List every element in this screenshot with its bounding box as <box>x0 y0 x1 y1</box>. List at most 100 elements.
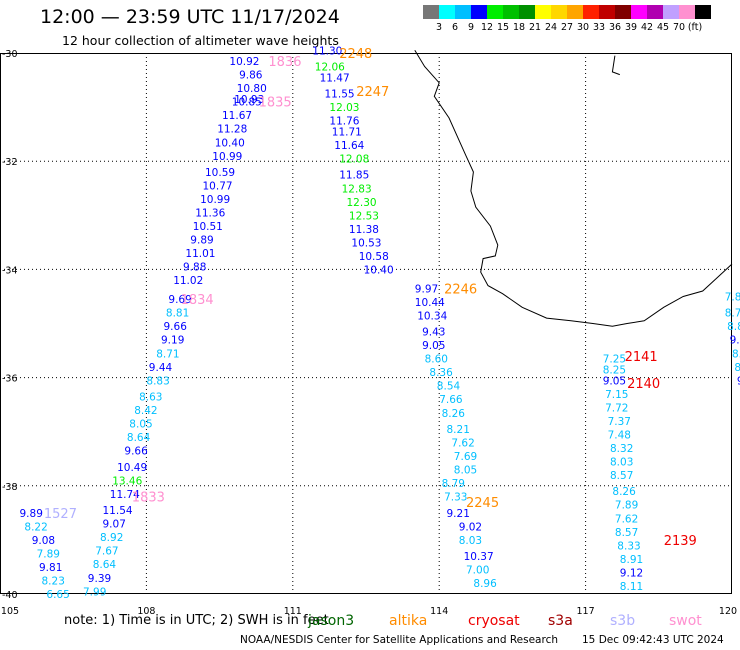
lat-tick-label: -38 <box>2 482 18 493</box>
legend-color-bar <box>423 5 733 19</box>
map-frame <box>0 53 732 594</box>
wave-height-value: 10.58 <box>359 251 389 263</box>
wave-height-value: 10.80 <box>237 83 267 95</box>
wave-height-value: 7.48 <box>608 429 631 441</box>
lat-tick-label: -36 <box>2 374 18 385</box>
wave-height-value: 11.76 <box>329 116 359 128</box>
wave-height-value: 8.64 <box>127 432 151 444</box>
wave-height-legend: 3 6 9 12 15 18 21 24 27 30 33 36 39 42 45 70 (ft) <box>423 5 733 33</box>
wave-height-value: 9.43 <box>422 327 445 339</box>
wave-height-value: 7.67 <box>95 546 118 558</box>
legend-swatch <box>471 5 487 19</box>
wave-height-value: 9.89 <box>190 235 213 247</box>
legend-swatch <box>663 5 679 19</box>
wave-height-value: 8.3 <box>734 362 740 374</box>
pass-label-layer: 2248 2247 2246 2245 1836 1835 1834 1833 1527 2141… <box>44 47 697 549</box>
pass-number-label: 2141 <box>625 350 658 365</box>
lat-tick-label: -40 <box>2 590 18 601</box>
wave-height-value: 8.8 <box>732 348 740 360</box>
legend-label: 45 <box>656 22 670 33</box>
legend-label: 9 <box>467 22 475 33</box>
legend-swatch <box>695 5 711 19</box>
lon-tick-label: 117 <box>577 606 595 617</box>
wave-height-value: 8.76 <box>725 308 740 320</box>
wave-height-value: 8.57 <box>615 527 638 539</box>
wave-height-value: 8.26 <box>612 486 636 498</box>
wave-height-value: 8.60 <box>425 354 448 366</box>
legend-label: 39 <box>624 22 638 33</box>
wave-height-value: 10.49 <box>117 462 147 474</box>
mission-label-altika: altika <box>389 613 428 629</box>
wave-height-value: 8.05 <box>454 465 477 477</box>
wave-height-value: 8.26 <box>442 408 466 420</box>
wave-height-value: 10.99 <box>212 151 242 163</box>
wave-height-value: 7.62 <box>615 513 638 525</box>
wave-height-value: 11.74 <box>110 489 140 501</box>
wave-height-value: 7.00 <box>466 565 489 577</box>
wave-height-value: 10.40 <box>364 264 394 276</box>
wave-height-value: 8.92 <box>100 532 123 544</box>
wave-height-value: 6.65 <box>46 589 69 601</box>
lon-tick-label: 111 <box>284 606 302 617</box>
wave-height-value: 11.30 <box>312 45 342 57</box>
mission-label-swot: swot <box>669 613 702 629</box>
wave-height-value: 9.69 <box>168 294 191 306</box>
wave-height-value: 7.89 <box>615 500 638 512</box>
wave-height-value: 10.44 <box>415 297 445 309</box>
wave-height-value: 10.99 <box>200 194 230 206</box>
wave-height-value: 11.02 <box>173 275 203 287</box>
legend-swatch <box>423 5 439 19</box>
wave-height-value: 12.83 <box>342 183 372 195</box>
wave-height-value: 11.67 <box>222 110 252 122</box>
axis-tick-layer: 105 108 111 114 117 120 -30 -32 -34 -36 -38 -40 <box>1 49 737 617</box>
australia-coastline <box>414 50 733 327</box>
legend-label: 12 <box>480 22 494 33</box>
pass-number-label: 1527 <box>44 507 77 522</box>
pass-number-label: 2246 <box>444 282 477 297</box>
map-subtitle: 12 hour collection of altimeter wave hei… <box>62 33 339 48</box>
legend-label: 3 <box>435 22 443 33</box>
wave-height-value: 11.54 <box>103 505 133 517</box>
wave-height-value: 8.32 <box>610 443 633 455</box>
wave-height-value: 9.08 <box>32 535 55 547</box>
wave-height-value: 7.99 <box>83 586 106 598</box>
legend-swatch <box>615 5 631 19</box>
wave-height-value: 11.71 <box>332 126 362 138</box>
wave-height-value: 8.05 <box>129 419 152 431</box>
legend-swatch <box>439 5 455 19</box>
observation-layer: 10.929.8610.8010.9310.8511.6711.2810.401… <box>20 45 740 601</box>
legend-label: 15 <box>496 22 510 33</box>
wave-height-value: 8.57 <box>610 470 633 482</box>
wave-height-value: 8.54 <box>437 381 461 393</box>
wave-height-value: 8.42 <box>134 405 157 417</box>
wave-height-value: 9.05 <box>422 340 445 352</box>
wave-height-value: 9.07 <box>103 519 126 531</box>
lon-tick-label: 114 <box>430 606 448 617</box>
legend-swatch <box>567 5 583 19</box>
wave-height-value: 12.53 <box>349 210 379 222</box>
wave-height-value: 9.44 <box>149 362 173 374</box>
legend-swatch <box>551 5 567 19</box>
mission-label-s3a: s3a <box>548 613 573 629</box>
legend-label: 6 <box>451 22 459 33</box>
wave-height-value: 7.33 <box>444 492 467 504</box>
wave-height-value: 9.39 <box>88 573 111 585</box>
legend-label: 36 <box>608 22 622 33</box>
legend-swatch <box>487 5 503 19</box>
wave-height-value: 9.21 <box>447 508 470 520</box>
wave-height-value: 8.63 <box>139 392 162 404</box>
legend-label: 30 <box>576 22 590 33</box>
wave-height-value: 8.64 <box>93 559 117 571</box>
wave-height-value: 8.79 <box>442 478 465 490</box>
wave-height-value: 8.03 <box>610 457 633 469</box>
wave-height-value: 10.93 <box>234 94 264 106</box>
wave-height-value: 8.81 <box>166 308 189 320</box>
pass-number-label: 2247 <box>356 85 389 100</box>
mission-label-jason3: jason3 <box>308 613 355 629</box>
lake-outline <box>611 55 620 76</box>
legend-label: 70 <box>672 22 686 33</box>
pass-number-label: 1833 <box>132 491 165 506</box>
legend-label: 42 <box>640 22 654 33</box>
legend-swatch <box>631 5 647 19</box>
